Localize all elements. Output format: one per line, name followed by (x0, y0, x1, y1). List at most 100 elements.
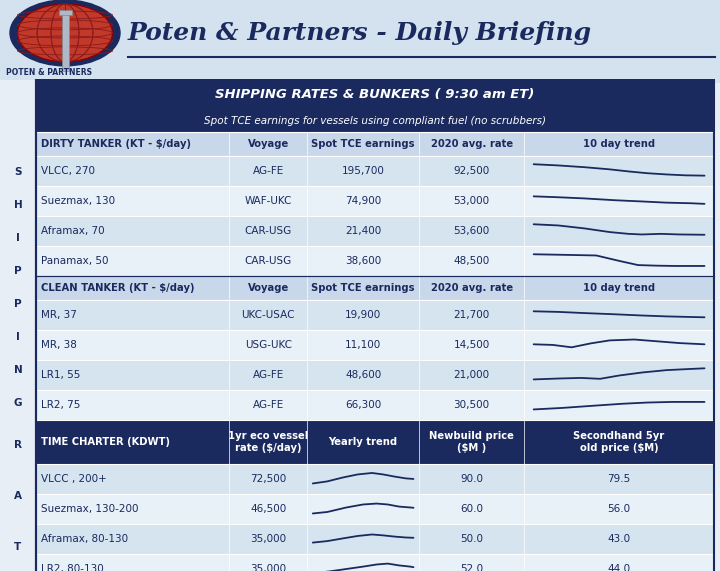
Bar (307, 186, 419, 216)
Text: Panamax, 50: Panamax, 50 (41, 256, 109, 266)
Bar (524, 186, 714, 216)
Bar (307, 390, 419, 420)
Text: 2020 avg. rate: 2020 avg. rate (431, 139, 513, 149)
Bar (36, 156, 229, 186)
Bar (229, 216, 307, 246)
Bar (229, 156, 307, 186)
Bar (307, 464, 419, 494)
Text: 50.0: 50.0 (460, 534, 483, 544)
Text: 53,000: 53,000 (454, 196, 490, 206)
Text: Poten & Partners - Daily Briefing: Poten & Partners - Daily Briefing (128, 21, 592, 45)
Text: 72,500: 72,500 (250, 474, 287, 484)
Bar (229, 524, 307, 554)
Text: AG-FE: AG-FE (253, 370, 284, 380)
Bar (36, 360, 229, 390)
Bar (36, 186, 229, 216)
Bar (36, 216, 229, 246)
Bar (229, 554, 307, 571)
Bar (307, 300, 419, 330)
Bar (36, 80, 714, 110)
Text: Aframax, 70: Aframax, 70 (41, 226, 104, 236)
Text: LR2, 75: LR2, 75 (41, 400, 81, 410)
Bar (36, 276, 229, 300)
Text: I: I (16, 234, 20, 243)
Text: CAR-USG: CAR-USG (245, 226, 292, 236)
Text: 21,400: 21,400 (345, 226, 382, 236)
Text: 21,000: 21,000 (454, 370, 490, 380)
Bar (229, 360, 307, 390)
Text: CLEAN TANKER (KT - $/day): CLEAN TANKER (KT - $/day) (41, 283, 194, 293)
Bar (229, 464, 307, 494)
Text: VLCC , 200+: VLCC , 200+ (41, 474, 107, 484)
Text: 21,700: 21,700 (454, 310, 490, 320)
Text: Spot TCE earnings: Spot TCE earnings (311, 283, 415, 293)
Text: 66,300: 66,300 (345, 400, 382, 410)
Bar (229, 276, 307, 300)
Bar (524, 554, 714, 571)
Bar (36, 494, 229, 524)
Bar (307, 156, 419, 186)
Text: 48,500: 48,500 (454, 256, 490, 266)
Bar (419, 330, 524, 360)
Text: 19,900: 19,900 (345, 310, 382, 320)
Bar (524, 276, 714, 300)
Bar (419, 246, 524, 276)
Text: Secondhand 5yr
old price ($M): Secondhand 5yr old price ($M) (573, 431, 665, 453)
Text: Suezmax, 130-200: Suezmax, 130-200 (41, 504, 138, 514)
Text: LR1, 55: LR1, 55 (41, 370, 81, 380)
Text: 35,000: 35,000 (250, 564, 287, 571)
Bar (307, 360, 419, 390)
Bar (524, 246, 714, 276)
Bar (419, 494, 524, 524)
Text: POTEN & PARTNERS: POTEN & PARTNERS (6, 69, 92, 77)
Text: WAF-UKC: WAF-UKC (245, 196, 292, 206)
Bar (36, 464, 229, 494)
Text: N: N (14, 365, 22, 375)
Ellipse shape (17, 4, 112, 62)
Text: LR2, 80-130: LR2, 80-130 (41, 564, 104, 571)
Text: R: R (14, 440, 22, 451)
Bar (36, 420, 229, 464)
Bar (229, 186, 307, 216)
Text: 92,500: 92,500 (454, 166, 490, 176)
Text: 90.0: 90.0 (460, 474, 483, 484)
Text: Yearly trend: Yearly trend (328, 437, 397, 447)
Bar (307, 330, 419, 360)
Bar (36, 524, 229, 554)
Bar (524, 390, 714, 420)
Bar (229, 494, 307, 524)
Text: 60.0: 60.0 (460, 504, 483, 514)
Text: S: S (14, 167, 22, 178)
Bar (419, 300, 524, 330)
Bar (307, 132, 419, 156)
Bar (419, 464, 524, 494)
Bar (36, 330, 229, 360)
Text: 195,700: 195,700 (342, 166, 384, 176)
Bar (524, 464, 714, 494)
Bar (307, 420, 419, 464)
Bar (524, 360, 714, 390)
Bar (524, 156, 714, 186)
Bar (419, 390, 524, 420)
Text: G: G (14, 399, 22, 408)
Text: Spot TCE earnings: Spot TCE earnings (311, 139, 415, 149)
Bar (307, 276, 419, 300)
Text: 11,100: 11,100 (345, 340, 382, 350)
Text: 30,500: 30,500 (454, 400, 490, 410)
Bar (524, 524, 714, 554)
Bar (36, 246, 229, 276)
Bar (419, 554, 524, 571)
Bar (419, 420, 524, 464)
Bar (524, 420, 714, 464)
Bar (307, 554, 419, 571)
Text: 35,000: 35,000 (250, 534, 287, 544)
Bar (307, 216, 419, 246)
Text: 52.0: 52.0 (460, 564, 483, 571)
Text: CAR-USG: CAR-USG (245, 256, 292, 266)
Text: Suezmax, 130: Suezmax, 130 (41, 196, 115, 206)
Bar (524, 330, 714, 360)
Bar (229, 246, 307, 276)
Bar (419, 360, 524, 390)
Bar (59, 10, 72, 15)
Text: MR, 37: MR, 37 (41, 310, 77, 320)
